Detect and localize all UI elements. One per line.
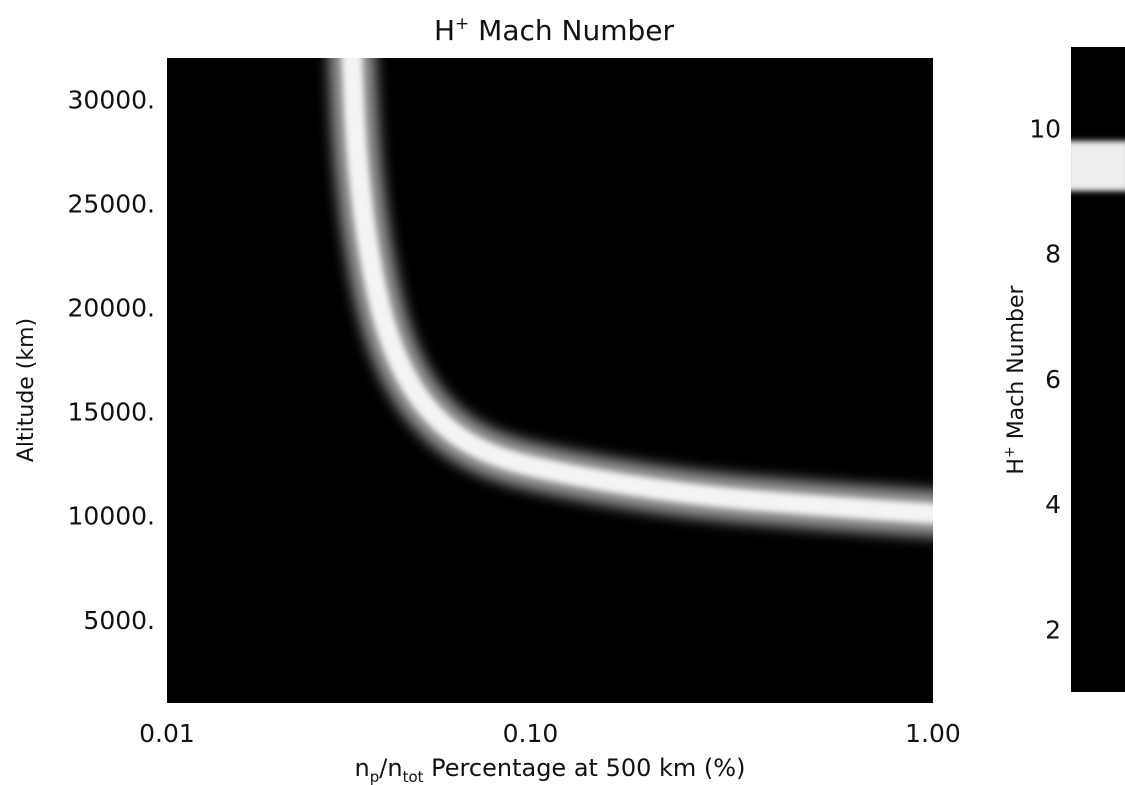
colorbar-ticks: 10 8 6 4 2 [1029,114,1061,644]
x-axis: 0.01 0.10 1.00 [139,719,961,748]
plot-background [167,58,933,703]
y-tick-label: 10000. [68,502,155,531]
x-tick-label: 0.01 [139,719,195,748]
y-axis: 30000. 25000. 20000. 15000. 10000. 5000. [68,86,155,635]
x-axis-label: np/ntot Percentage at 500 km (%) [355,754,746,785]
heatmap-plot [167,58,933,703]
y-tick-label: 5000. [83,606,155,635]
bright-band [341,58,933,524]
y-tick-label: 30000. [68,86,155,115]
y-tick-label: 25000. [68,190,155,219]
y-axis-label: Altitude (km) [14,318,39,462]
x-tick-label: 1.00 [905,719,961,748]
x-tick-label: 0.10 [503,719,559,748]
colorbar-label: H+ Mach Number [1002,284,1029,474]
chart-title: H+ Mach Number [434,14,675,47]
colorbar: 10 8 6 4 2 H+ Mach Number [1002,47,1125,692]
colorbar-tick-label: 10 [1029,114,1061,143]
y-tick-label: 20000. [68,294,155,323]
colorbar-tick-label: 6 [1045,365,1061,394]
colorbar-tick-label: 4 [1045,490,1061,519]
y-tick-label: 15000. [68,398,155,427]
colorbar-tick-label: 2 [1045,615,1061,644]
colorbar-bright-band [1071,140,1125,192]
colorbar-tick-label: 8 [1045,240,1061,269]
